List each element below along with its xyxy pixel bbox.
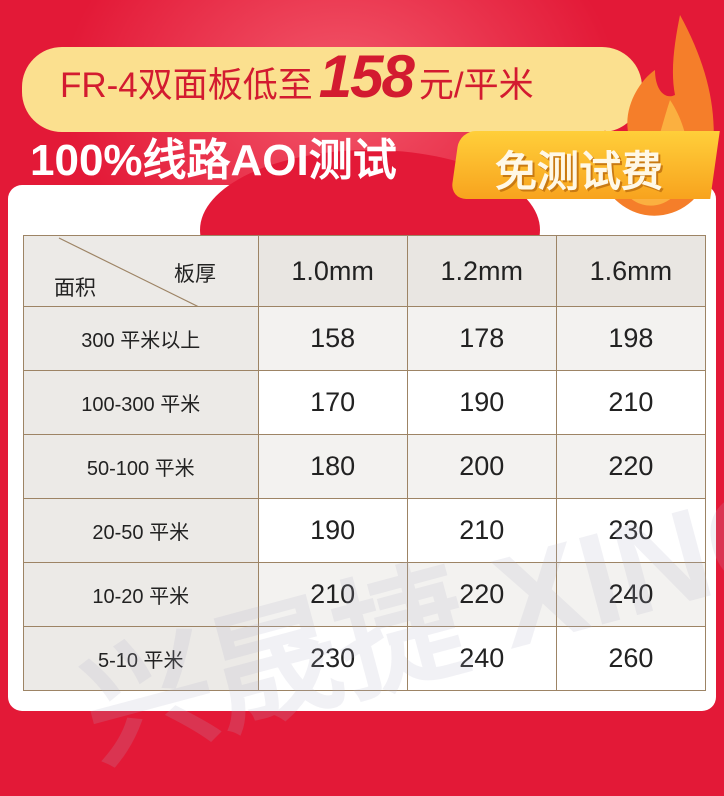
row-label: 20-50 平米 xyxy=(23,498,259,563)
row-label: 50-100 平米 xyxy=(23,434,259,499)
price-cell: 180 xyxy=(257,434,408,499)
column-header: 1.0mm xyxy=(257,235,408,307)
price-cell: 230 xyxy=(555,498,707,563)
price-cell: 170 xyxy=(257,370,408,435)
column-header: 1.2mm xyxy=(406,235,557,307)
price-cell: 240 xyxy=(555,562,707,627)
thickness-label: 板厚 xyxy=(174,263,216,286)
price-cell: 230 xyxy=(257,626,408,691)
promo-prefix: FR-4双面板低至 xyxy=(60,66,313,105)
corner-cell: 面积 板厚 xyxy=(23,235,259,307)
table-row: 100-300 平米 170 190 210 xyxy=(23,370,707,435)
promo-pill xyxy=(22,47,642,132)
price-cell: 210 xyxy=(406,498,557,563)
promo-suffix: 元/平米 xyxy=(418,66,534,105)
row-label: 100-300 平米 xyxy=(23,370,259,435)
price-cell: 200 xyxy=(406,434,557,499)
table-row: 50-100 平米 180 200 220 xyxy=(23,434,707,499)
price-cell: 158 xyxy=(257,306,408,371)
area-label: 面积 xyxy=(54,277,96,300)
price-cell: 210 xyxy=(257,562,408,627)
row-label: 10-20 平米 xyxy=(23,562,259,627)
subtitle: 100%线路AOI测试 xyxy=(30,136,397,185)
column-header: 1.6mm xyxy=(555,235,707,307)
price-cell: 240 xyxy=(406,626,557,691)
table-header-row: 面积 板厚 1.0mm 1.2mm 1.6mm xyxy=(23,235,707,307)
row-label: 5-10 平米 xyxy=(23,626,259,691)
price-cell: 190 xyxy=(406,370,557,435)
promo-text: FR-4双面板低至 158 元/平米 xyxy=(60,42,534,111)
price-cell: 198 xyxy=(555,306,707,371)
table-row: 20-50 平米 190 210 230 xyxy=(23,498,707,563)
price-cell: 210 xyxy=(555,370,707,435)
price-cell: 220 xyxy=(555,434,707,499)
price-table: 面积 板厚 1.0mm 1.2mm 1.6mm 300 平米以上 158 178 19… xyxy=(23,235,707,691)
price-cell: 178 xyxy=(406,306,557,371)
price-cell: 260 xyxy=(555,626,707,691)
free-test-badge: 免测试费 xyxy=(495,148,664,195)
table-row: 300 平米以上 158 178 198 xyxy=(23,306,707,371)
diagonal-line xyxy=(58,237,200,307)
price-cell: 190 xyxy=(257,498,408,563)
table-row: 10-20 平米 210 220 240 xyxy=(23,562,707,627)
promo-price: 158 xyxy=(318,43,415,110)
table-row: 5-10 平米 230 240 260 xyxy=(23,626,707,691)
price-cell: 220 xyxy=(406,562,557,627)
row-label: 300 平米以上 xyxy=(23,306,259,371)
